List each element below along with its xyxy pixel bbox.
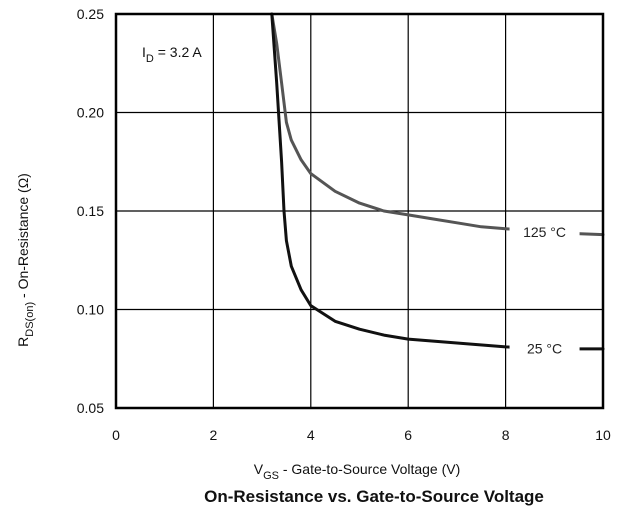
y-tick-label: 0.05 [77,400,104,416]
y-tick-label: 0.10 [77,302,104,318]
x-tick-label: 4 [307,427,315,443]
series-label: 25 °C [527,341,562,357]
y-tick-label: 0.20 [77,105,104,121]
current-annotation: ID = 3.2 A [142,44,202,65]
grid-lines [116,14,603,408]
x-tick-label: 2 [210,427,218,443]
series-line [270,12,605,237]
y-ticks: 0.05 0.10 0.15 0.20 0.25 [77,6,104,416]
x-tick-label: 8 [502,427,510,443]
x-tick-label: 6 [404,427,412,443]
x-tick-label: 10 [595,427,611,443]
series-line [270,12,605,351]
x-axis-label: VGS - Gate-to-Source Voltage (V) [254,461,461,482]
y-tick-label: 0.15 [77,203,104,219]
series-lines [270,12,605,351]
series-label-bg [509,337,580,358]
y-axis-label: RDS(on) - On-Resistance (Ω) [15,173,36,347]
series-labels: 125 °C 25 °C [509,220,580,358]
x-tick-label: 0 [112,427,120,443]
x-ticks: 0 2 4 6 8 10 [112,427,611,443]
series-label: 125 °C [523,224,566,240]
plot-frame [114,12,605,410]
series-label-bg [509,220,580,241]
y-tick-label: 0.25 [77,6,104,22]
chart-title: On-Resistance vs. Gate-to-Source Voltage [204,487,544,506]
